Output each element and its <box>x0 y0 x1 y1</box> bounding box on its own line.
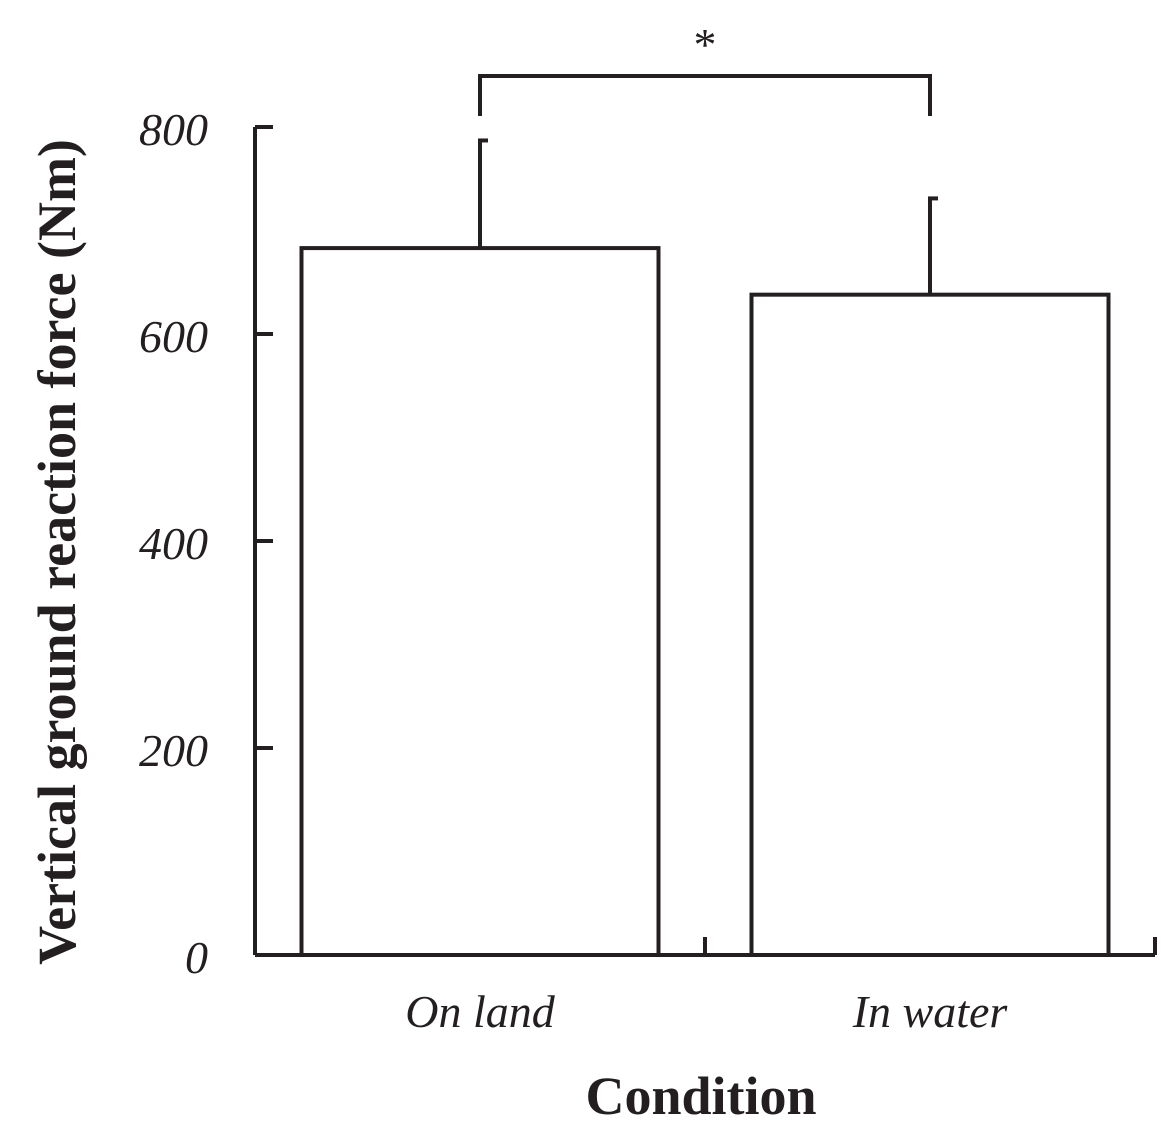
bars <box>299 246 1111 958</box>
y-ticks: 0 200 400 600 800 <box>139 104 273 983</box>
y-tick-label: 400 <box>139 518 208 569</box>
x-category-label: On land <box>405 986 556 1037</box>
x-axis-title: Condition <box>585 1066 816 1126</box>
bar <box>749 292 1111 958</box>
bar <box>299 246 661 958</box>
error-bars <box>478 138 938 295</box>
y-axis-title: Vertical ground reaction force (Nm) <box>27 139 87 965</box>
y-tick-label: 600 <box>139 311 208 362</box>
y-tick-label: 800 <box>139 104 208 155</box>
x-categories: On land In water <box>405 986 1008 1037</box>
y-tick-label: 200 <box>139 725 208 776</box>
significance-bracket: * <box>478 19 932 116</box>
significance-marker: * <box>694 19 717 70</box>
x-category-label: In water <box>852 986 1009 1037</box>
y-tick-label: 0 <box>185 932 208 983</box>
significance-bracket-line <box>478 74 932 116</box>
